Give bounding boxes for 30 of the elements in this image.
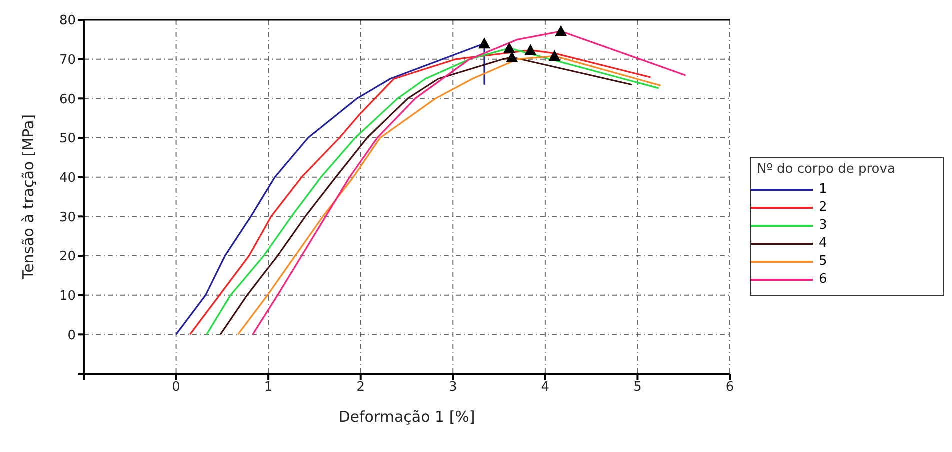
y-tick-label: 50 — [59, 132, 76, 147]
x-tick-label: 5 — [634, 380, 642, 396]
y-tick-label: 30 — [59, 210, 76, 226]
legend-label: 5 — [819, 254, 828, 269]
y-tick-label: 10 — [59, 288, 76, 304]
point — [548, 50, 561, 62]
point — [555, 25, 568, 36]
x-tick-label: 1 — [264, 380, 273, 396]
x-axis-title: Deformação 1 [%] — [338, 408, 476, 426]
legend-label: 3 — [819, 218, 828, 233]
point — [503, 42, 516, 54]
x-tick-label: 2 — [356, 380, 365, 396]
y-axis-title: Tensão à tração [MPa] — [19, 114, 38, 281]
point — [524, 44, 537, 56]
x-tick-label: 6 — [726, 380, 734, 396]
y-tick-label: 20 — [59, 250, 76, 265]
y-tick-label: 70 — [59, 52, 76, 68]
legend-label: 1 — [819, 182, 828, 197]
y-tick-label: 40 — [59, 170, 76, 186]
legend-label: 4 — [819, 236, 828, 251]
y-tick-label: 0 — [68, 328, 76, 344]
legend-title: Nº do corpo de prova — [756, 162, 896, 176]
legend-label: 6 — [819, 272, 828, 287]
x-tick-label: 3 — [449, 380, 458, 396]
y-tick-label: 60 — [59, 92, 76, 108]
y-tick-label: 80 — [59, 14, 76, 29]
x-tick-label: 0 — [172, 380, 180, 396]
x-tick-label: 4 — [541, 380, 550, 396]
point — [478, 38, 491, 49]
legend-label: 2 — [819, 200, 828, 215]
